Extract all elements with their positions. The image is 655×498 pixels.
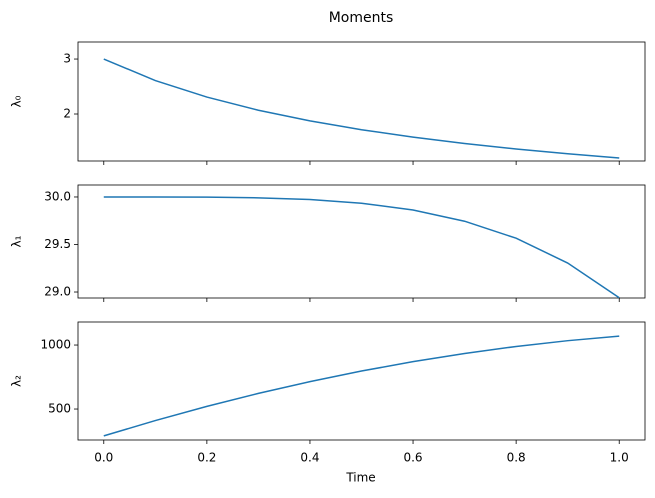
y-axis-label: λ₂ <box>10 375 24 387</box>
y-tick-label: 29.0 <box>44 285 71 299</box>
y-tick-label: 1000 <box>40 338 71 352</box>
y-tick-label: 3 <box>63 52 71 66</box>
data-line <box>103 196 620 299</box>
y-tick-label: 30.0 <box>44 189 71 203</box>
plot-frame <box>77 184 646 299</box>
data-line <box>103 335 620 437</box>
x-tick-label: 1.0 <box>610 451 629 465</box>
y-tick-label: 2 <box>63 107 71 121</box>
x-tick-label: 0.2 <box>197 451 216 465</box>
x-tick-label: 0.6 <box>403 451 422 465</box>
y-tick-label: 29.5 <box>44 237 71 251</box>
plot-frame <box>77 321 646 441</box>
plot-frame <box>77 41 646 162</box>
x-tick-label: 0.0 <box>94 451 113 465</box>
y-axis-label: λ₀ <box>10 95 24 107</box>
x-tick-label: 0.8 <box>507 451 526 465</box>
chart-title: Moments <box>329 10 394 26</box>
x-tick-label: 0.4 <box>300 451 319 465</box>
y-tick-label: 500 <box>48 402 71 416</box>
y-axis-label: λ₁ <box>10 235 24 247</box>
data-line <box>103 58 620 159</box>
x-axis-label: Time <box>345 471 375 485</box>
